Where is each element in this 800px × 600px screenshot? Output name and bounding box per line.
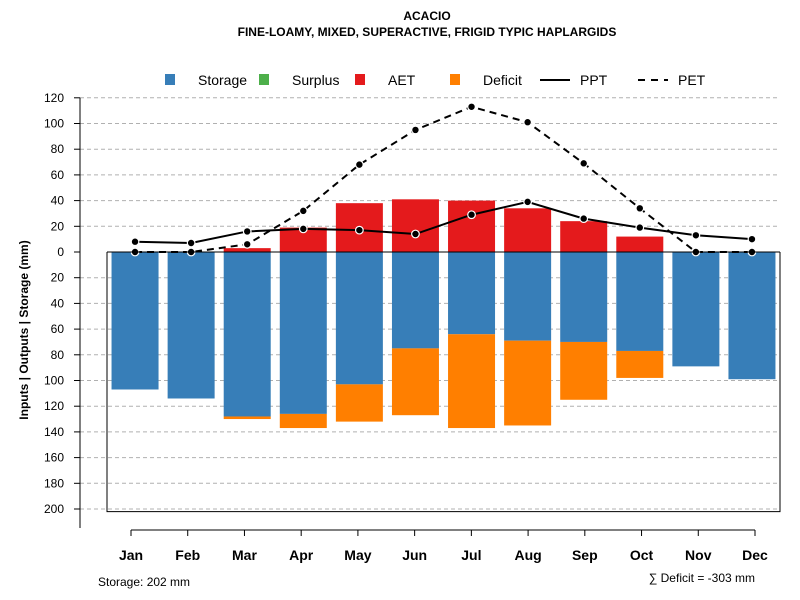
y-axis-label: Inputs | Outputs | Storage (mm) [17, 240, 31, 419]
pet-point [467, 102, 476, 112]
aet-bar [448, 200, 496, 252]
lines [130, 102, 757, 257]
y-tick-label: 20 [51, 219, 65, 233]
storage-bar [391, 252, 439, 349]
ppt-point [467, 210, 476, 220]
y-tick-label: 60 [51, 168, 65, 182]
aet-bar [616, 236, 664, 252]
y-tick-label: 100 [44, 117, 64, 131]
deficit-bar [616, 350, 664, 378]
legend-label-pet: PET [678, 72, 706, 88]
legend-label-storage: Storage [198, 72, 247, 88]
ppt-point [354, 225, 364, 235]
ppt-point [523, 197, 533, 207]
storage-bar [223, 252, 271, 417]
y-tick-label: 20 [51, 271, 65, 285]
y-tick-label: 160 [44, 451, 64, 465]
storage-bar [279, 252, 327, 414]
x-tick-label: Nov [685, 547, 712, 563]
x-tick-label: Jun [402, 547, 427, 563]
ppt-point [691, 230, 701, 240]
deficit-note: ∑ Deficit = -303 mm [649, 571, 755, 585]
deficit-bar [504, 340, 552, 426]
legend-swatch-deficit [450, 74, 460, 85]
aet-bar [560, 221, 608, 252]
legend-swatch-storage [165, 74, 175, 85]
ppt-point [130, 237, 140, 247]
legend-label-surplus: Surplus [292, 72, 339, 88]
x-tick-label: May [344, 547, 371, 563]
x-tick-label: Jan [119, 547, 143, 563]
legend-label-aet: AET [388, 72, 416, 88]
y-tick-label: 200 [44, 502, 64, 516]
pet-point [354, 160, 364, 170]
deficit-bar [335, 384, 383, 422]
ppt-point [579, 214, 589, 223]
ppt-point [186, 238, 196, 248]
storage-bar [560, 252, 608, 342]
x-tick-label: Apr [289, 547, 314, 563]
deficit-bar [448, 334, 496, 429]
pet-point [523, 117, 533, 127]
ppt-point [298, 224, 308, 234]
y-tick-label: 40 [51, 194, 65, 208]
y-tick-label: 0 [57, 245, 64, 259]
x-tick-label: Aug [514, 547, 541, 563]
storage-bar [167, 252, 215, 399]
storage-bar [728, 252, 776, 380]
legend-label-deficit: Deficit [483, 72, 522, 88]
y-tick-label: 60 [51, 322, 65, 336]
deficit-bar [279, 413, 327, 429]
ppt-line [135, 200, 753, 245]
ppt-point [635, 223, 645, 232]
x-tick-label: Feb [175, 547, 200, 563]
legend-swatch-surplus [259, 74, 269, 85]
storage-bar [448, 252, 496, 335]
deficit-bar [391, 348, 439, 416]
ppt-point [242, 227, 252, 236]
storage-note: Storage: 202 mm [98, 575, 190, 589]
y-tick-label: 40 [51, 296, 65, 310]
bars [111, 199, 776, 429]
pet-point [579, 158, 589, 168]
chart-title: ACACIO [403, 9, 450, 23]
plot-frame [106, 252, 781, 513]
legend-swatch-aet [355, 74, 365, 85]
aet-bar [391, 199, 439, 252]
ppt-point [411, 229, 420, 239]
legend: Storage Surplus AET Deficit PPT PET [165, 72, 706, 88]
legend-label-ppt: PPT [580, 72, 608, 88]
ppt-point [747, 234, 757, 244]
y-tick-label: 100 [44, 374, 64, 388]
pet-point [635, 203, 645, 213]
x-tick-label: Jul [461, 547, 481, 563]
x-tick-label: Sep [572, 547, 598, 563]
storage-bar [672, 252, 720, 367]
storage-bar [335, 252, 383, 385]
pet-point [298, 206, 308, 216]
storage-bar [616, 252, 664, 351]
y-tick-label: 80 [51, 348, 65, 362]
storage-bar [111, 252, 159, 390]
deficit-bar [560, 341, 608, 400]
chart-subtitle: FINE-LOAMY, MIXED, SUPERACTIVE, FRIGID T… [238, 25, 617, 39]
aet-bar [223, 248, 271, 252]
pet-point [411, 125, 420, 135]
y-tick-label: 120 [44, 91, 64, 105]
y-tick-label: 80 [51, 142, 65, 156]
x-tick-label: Oct [630, 547, 654, 563]
axes: 20 40 60 80 100 120 0 20 40 60 80 100 120 140 160 180 20… [44, 91, 781, 563]
deficit-bar [223, 416, 271, 420]
y-tick-label: 180 [44, 476, 64, 490]
y-tick-label: 140 [44, 425, 64, 439]
x-tick-label: Dec [742, 547, 768, 563]
storage-bar [504, 252, 552, 341]
pet-line [135, 105, 752, 253]
y-tick-label: 120 [44, 399, 64, 413]
x-tick-label: Mar [232, 547, 257, 563]
pet-point [242, 239, 252, 249]
aet-bar [504, 208, 552, 252]
